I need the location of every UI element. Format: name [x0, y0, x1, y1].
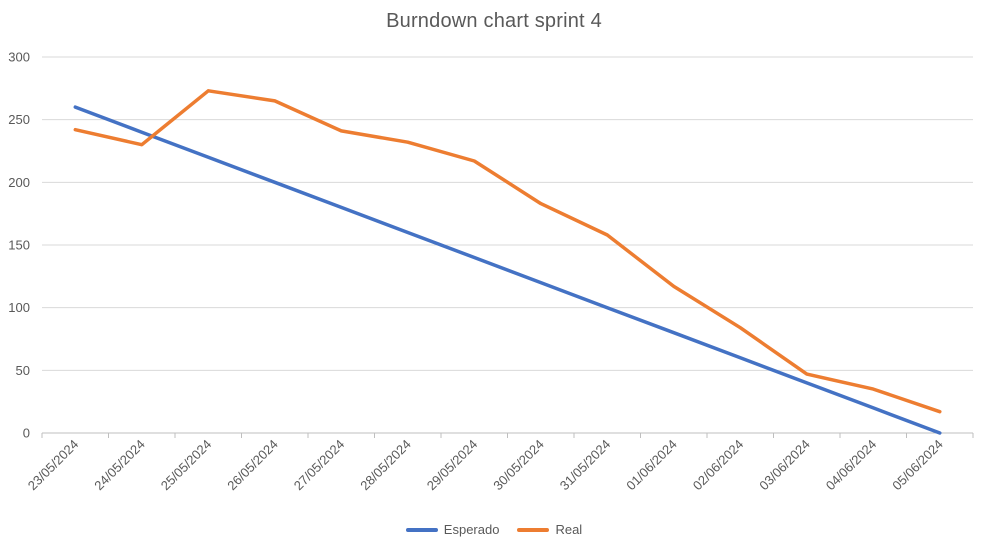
series-line-esperado — [73, 105, 942, 435]
y-tick-label: 0 — [23, 426, 30, 441]
legend: Esperado Real — [0, 522, 988, 537]
legend-label-esperado: Esperado — [443, 522, 500, 537]
x-axis: 23/05/2024 24/05/2024 25/05/2024 26/05/2024… — [25, 433, 974, 494]
x-tick-label: 01/06/2024 — [623, 437, 680, 494]
y-tick-label: 300 — [8, 50, 30, 65]
y-tick-label: 200 — [8, 175, 30, 190]
x-tick-label: 29/05/2024 — [424, 437, 481, 494]
x-tick-label: 30/05/2024 — [490, 437, 547, 494]
x-tick-label: 31/05/2024 — [557, 437, 614, 494]
series-layer — [73, 89, 942, 435]
x-tick-label: 02/06/2024 — [690, 437, 747, 494]
y-tick-label: 250 — [8, 112, 30, 127]
legend-swatch-esperado — [405, 527, 438, 532]
chart-title: Burndown chart sprint 4 — [386, 10, 602, 32]
x-tick-label: 04/06/2024 — [823, 437, 880, 494]
series-line-real — [73, 89, 942, 414]
y-tick-label: 100 — [8, 300, 30, 315]
x-tick-label: 05/06/2024 — [889, 437, 946, 494]
legend-swatch-real — [517, 527, 550, 532]
x-tick-label: 03/06/2024 — [756, 437, 813, 494]
x-tick-label: 28/05/2024 — [357, 437, 414, 494]
legend-item-esperado: Esperado — [405, 522, 500, 537]
legend-item-real: Real — [517, 522, 582, 537]
y-tick-label: 150 — [8, 238, 30, 253]
legend-label-real: Real — [555, 522, 583, 537]
x-tick-label: 25/05/2024 — [158, 437, 215, 494]
x-tick-label: 24/05/2024 — [91, 437, 148, 494]
x-tick-label: 23/05/2024 — [25, 437, 82, 494]
y-axis: 0 50 100 150 200 250 300 — [8, 50, 30, 441]
x-tick-label: 27/05/2024 — [291, 437, 348, 494]
y-tick-label: 50 — [16, 363, 30, 378]
x-tick-label: 26/05/2024 — [224, 437, 281, 494]
